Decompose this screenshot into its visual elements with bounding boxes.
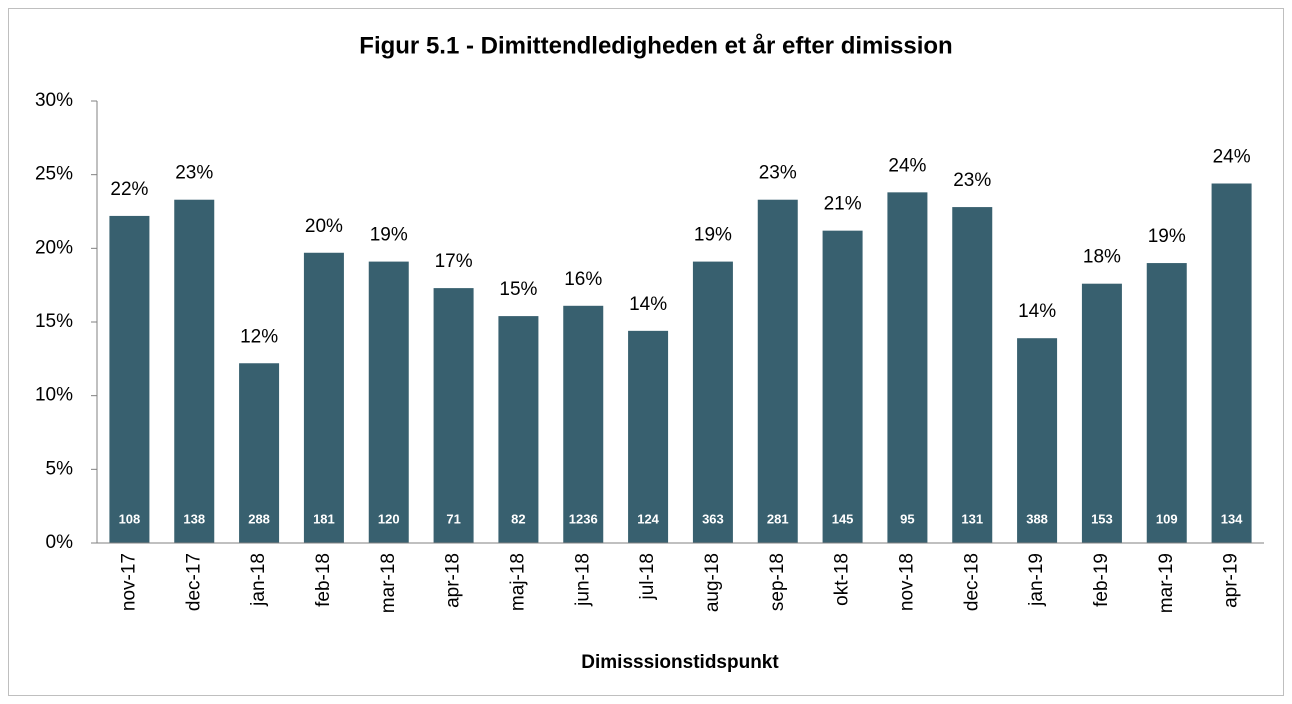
value-label: 14% — [629, 294, 667, 315]
bar — [628, 330, 669, 543]
count-label: 281 — [767, 511, 789, 526]
bar — [174, 199, 215, 544]
value-label: 15% — [499, 279, 537, 300]
x-tick-label: feb-19 — [1091, 553, 1112, 607]
value-label: 19% — [1148, 226, 1186, 247]
count-label: 363 — [702, 511, 724, 526]
x-tick-label: dec-17 — [183, 553, 204, 611]
value-label: 23% — [175, 163, 213, 184]
bar — [109, 215, 150, 544]
y-tick-label: 30% — [35, 90, 73, 111]
count-label: 181 — [313, 511, 335, 526]
x-tick-label: aug-18 — [702, 553, 723, 612]
x-tick-label: apr-19 — [1221, 553, 1242, 608]
value-label: 24% — [1213, 147, 1251, 168]
x-tick-label: jun-18 — [572, 553, 593, 607]
value-label: 24% — [888, 155, 926, 176]
y-tick-label: 5% — [46, 458, 74, 479]
count-label: 388 — [1026, 511, 1048, 526]
x-tick-label: feb-18 — [313, 553, 334, 607]
value-label: 12% — [240, 326, 278, 347]
count-label: 120 — [378, 511, 400, 526]
bar — [822, 230, 863, 544]
bar — [1211, 183, 1252, 544]
x-tick-label: dec-18 — [961, 553, 982, 611]
value-label: 20% — [305, 216, 343, 237]
y-tick-label: 0% — [46, 532, 74, 553]
bar — [303, 252, 344, 543]
count-label: 138 — [183, 511, 205, 526]
count-label: 82 — [511, 511, 525, 526]
count-label: 71 — [446, 511, 460, 526]
bar — [952, 207, 993, 543]
x-axis-title: Dimisssionstidspunkt — [581, 652, 779, 673]
x-tick-label: jan-18 — [248, 553, 269, 607]
x-tick-label: nov-18 — [896, 553, 917, 611]
value-label: 18% — [1083, 247, 1121, 268]
x-tick-label: jul-18 — [637, 553, 658, 600]
y-tick-label: 25% — [35, 164, 73, 185]
count-label: 288 — [248, 511, 270, 526]
value-label: 23% — [759, 163, 797, 184]
bar — [563, 305, 604, 543]
value-label: 17% — [435, 251, 473, 272]
x-tick-label: mar-18 — [378, 553, 399, 613]
value-label: 21% — [824, 194, 862, 215]
x-tick-label: apr-18 — [443, 553, 464, 608]
y-tick-label: 10% — [35, 385, 73, 406]
x-tick-label: mar-19 — [1156, 553, 1177, 613]
y-tick-label: 20% — [35, 237, 73, 258]
x-tick-label: maj-18 — [507, 553, 528, 611]
bar — [433, 288, 474, 543]
value-label: 23% — [953, 170, 991, 191]
count-label: 124 — [637, 511, 659, 526]
x-tick-label: sep-18 — [767, 553, 788, 611]
bar — [368, 261, 409, 543]
count-label: 134 — [1221, 511, 1243, 526]
count-label: 131 — [961, 511, 983, 526]
x-tick-label: okt-18 — [832, 553, 853, 606]
value-label: 16% — [564, 269, 602, 290]
x-tick-label: nov-17 — [118, 553, 139, 611]
count-label: 153 — [1091, 511, 1113, 526]
bar — [692, 261, 733, 543]
y-tick-label: 15% — [35, 311, 73, 332]
value-label: 22% — [110, 179, 148, 200]
value-label: 19% — [370, 225, 408, 246]
bar — [1146, 263, 1187, 543]
bar — [498, 316, 539, 543]
x-tick-label: jan-19 — [1026, 553, 1047, 607]
count-label: 1236 — [569, 511, 598, 526]
count-label: 95 — [900, 511, 914, 526]
chart-title: Figur 5.1 - Dimittendledigheden et år ef… — [359, 32, 952, 59]
bar — [887, 192, 928, 543]
bar — [239, 363, 280, 543]
bar — [757, 199, 798, 544]
count-label: 145 — [832, 511, 854, 526]
value-label: 14% — [1018, 301, 1056, 322]
count-label: 108 — [119, 511, 141, 526]
bar — [1017, 338, 1058, 543]
value-label: 19% — [694, 225, 732, 246]
bar — [1081, 283, 1122, 543]
count-label: 109 — [1156, 511, 1178, 526]
